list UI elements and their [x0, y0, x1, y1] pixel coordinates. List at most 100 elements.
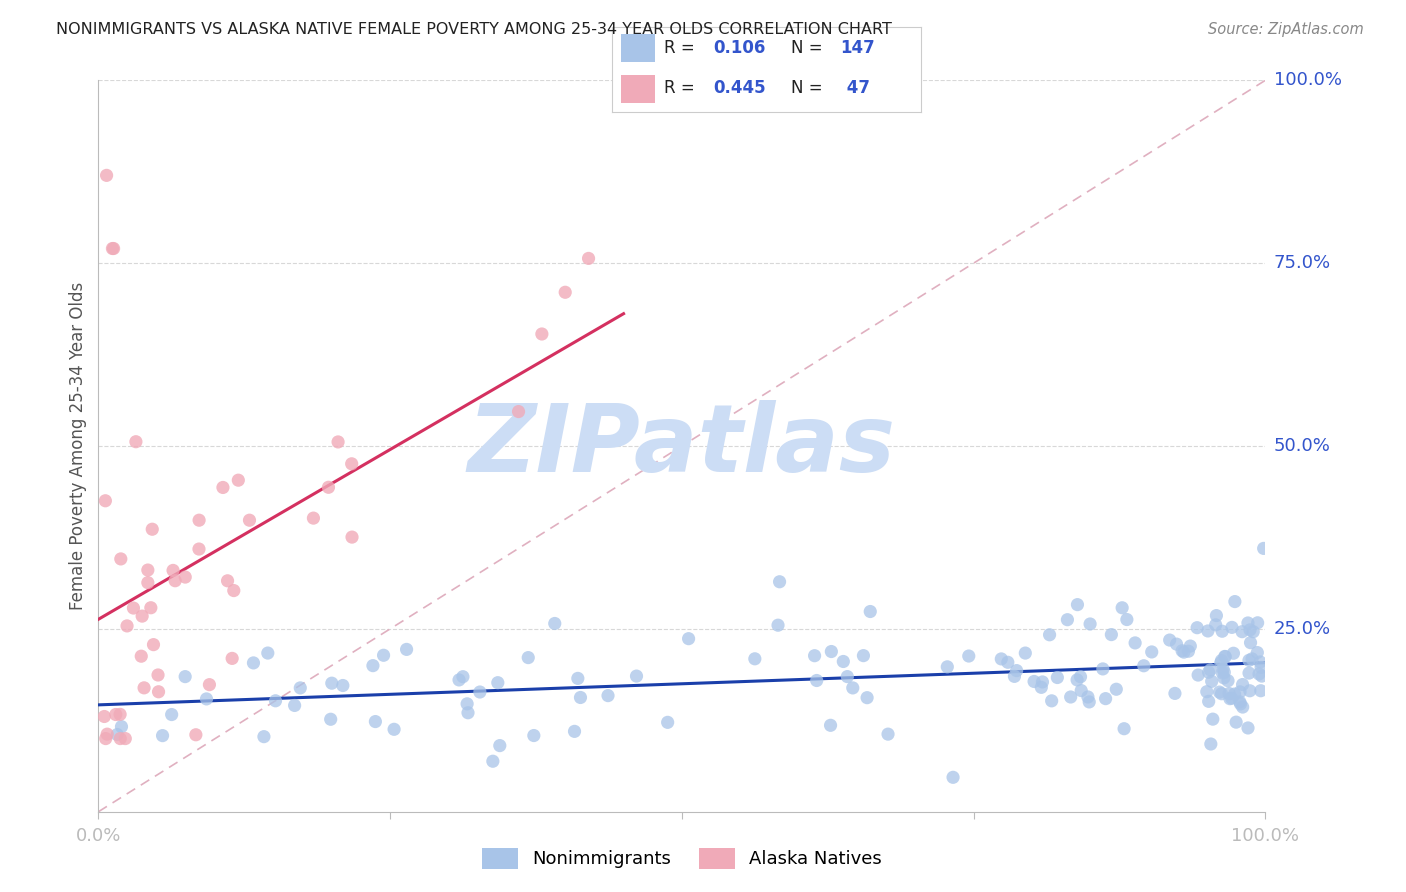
Point [160, 707, 183, 722]
Text: N =: N = [792, 78, 828, 96]
Point [806, 673, 828, 688]
Point [1212, 662, 1234, 676]
Point [766, 618, 789, 632]
Point [110, 552, 132, 566]
Point [373, 648, 395, 663]
Point [198, 678, 221, 692]
Point [1140, 645, 1163, 659]
Point [129, 649, 152, 664]
Point [1069, 670, 1091, 684]
Point [136, 563, 159, 577]
Point [1208, 685, 1230, 699]
Point [1202, 712, 1225, 726]
Text: R =: R = [664, 78, 700, 96]
Point [1014, 646, 1036, 660]
Point [554, 285, 576, 300]
Point [820, 644, 842, 658]
Point [626, 669, 648, 683]
Point [1239, 683, 1261, 698]
Point [1211, 624, 1233, 639]
Point [1205, 608, 1227, 623]
Point [567, 672, 589, 686]
Point [1166, 637, 1188, 651]
Point [1240, 652, 1263, 666]
Point [1246, 646, 1268, 660]
Point [1216, 673, 1239, 688]
Point [803, 648, 825, 663]
Point [162, 563, 184, 577]
Point [997, 655, 1019, 669]
Text: Source: ZipAtlas.com: Source: ZipAtlas.com [1208, 22, 1364, 37]
Point [103, 242, 125, 256]
Point [332, 678, 354, 692]
Point [94, 493, 117, 508]
Point [1239, 623, 1261, 637]
Text: 0.445: 0.445 [714, 78, 766, 96]
Point [486, 675, 509, 690]
Point [253, 730, 276, 744]
Point [564, 724, 586, 739]
Point [1038, 628, 1060, 642]
Point [1066, 598, 1088, 612]
Point [1164, 686, 1187, 700]
Point [482, 754, 505, 768]
Point [1237, 666, 1260, 681]
Point [1213, 665, 1236, 680]
Point [284, 698, 307, 713]
Point [1187, 668, 1209, 682]
Point [1237, 615, 1260, 630]
Point [1213, 649, 1236, 664]
Point [1222, 646, 1244, 660]
Point [195, 692, 218, 706]
Point [1249, 655, 1271, 669]
Point [1247, 667, 1270, 681]
Point [990, 652, 1012, 666]
Point [1198, 665, 1220, 680]
Point [1056, 613, 1078, 627]
Point [1115, 613, 1137, 627]
Point [139, 600, 162, 615]
Point [1066, 673, 1088, 687]
Point [1237, 653, 1260, 667]
Point [768, 574, 790, 589]
Point [1218, 687, 1240, 701]
Point [188, 542, 211, 557]
Point [1094, 691, 1116, 706]
Point [657, 715, 679, 730]
Point [152, 729, 174, 743]
Point [1229, 685, 1251, 699]
Point [544, 616, 567, 631]
Point [1111, 600, 1133, 615]
Point [242, 656, 264, 670]
Point [1250, 683, 1272, 698]
Point [326, 434, 349, 449]
Point [447, 673, 470, 687]
Text: 100.0%: 100.0% [1274, 71, 1341, 89]
Point [1246, 615, 1268, 630]
Point [837, 670, 859, 684]
Point [456, 697, 478, 711]
Point [110, 731, 132, 746]
Point [1099, 627, 1122, 641]
Point [174, 570, 197, 584]
Point [395, 642, 418, 657]
Point [131, 609, 153, 624]
Text: 47: 47 [841, 78, 869, 96]
Point [852, 648, 875, 663]
Point [1199, 737, 1222, 751]
Point [678, 632, 700, 646]
Point [302, 511, 325, 525]
Point [1225, 715, 1247, 730]
Point [596, 689, 619, 703]
Point [530, 326, 553, 341]
Point [1171, 644, 1194, 658]
Y-axis label: Female Poverty Among 25-34 Year Olds: Female Poverty Among 25-34 Year Olds [69, 282, 87, 610]
Point [859, 605, 882, 619]
Point [340, 530, 363, 544]
Point [319, 712, 342, 726]
Text: 75.0%: 75.0% [1274, 254, 1331, 272]
Point [1123, 636, 1146, 650]
Point [217, 574, 239, 588]
Text: ZIPatlas: ZIPatlas [468, 400, 896, 492]
Point [1220, 620, 1243, 634]
